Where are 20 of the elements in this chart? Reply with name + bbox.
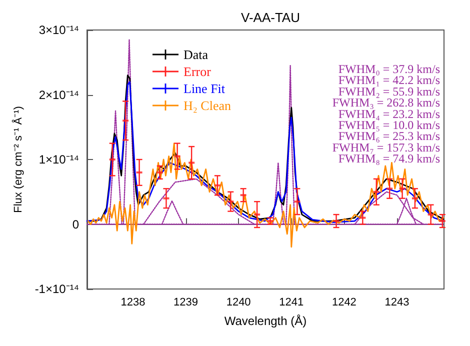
x-axis-title: Wavelength (Å) — [224, 314, 307, 328]
legend-label: Data — [184, 47, 208, 62]
y-tick-label: 3×10⁻¹⁴ — [38, 23, 79, 37]
x-tick-label: 1239 — [174, 296, 198, 308]
legend-label: Error — [184, 64, 212, 79]
annotation: FWHM₈ = 74.9 km/s — [338, 152, 440, 166]
y-tick-label: 2×10⁻¹⁴ — [38, 88, 79, 102]
annotation: FWHM₀ = 37.9 km/s — [338, 62, 440, 76]
x-tick-label: 1242 — [332, 296, 356, 308]
y-tick-label: 1×10⁻¹⁴ — [38, 152, 79, 166]
y-tick-label: 0 — [72, 217, 80, 232]
y-tick-label: -1×10⁻¹⁴ — [34, 282, 79, 296]
x-tick-label: 1240 — [226, 296, 251, 308]
chart-title: V-AA-TAU — [241, 10, 300, 25]
legend-label: Line Fit — [184, 81, 226, 96]
x-tick-label: 1243 — [384, 296, 410, 308]
legend-label: H₂ Clean — [184, 98, 232, 113]
x-tick-label: 1241 — [279, 296, 304, 308]
x-tick-label: 1238 — [120, 296, 146, 308]
y-axis-title: Flux (erg cm⁻² s⁻¹ Å⁻¹) — [11, 106, 24, 213]
